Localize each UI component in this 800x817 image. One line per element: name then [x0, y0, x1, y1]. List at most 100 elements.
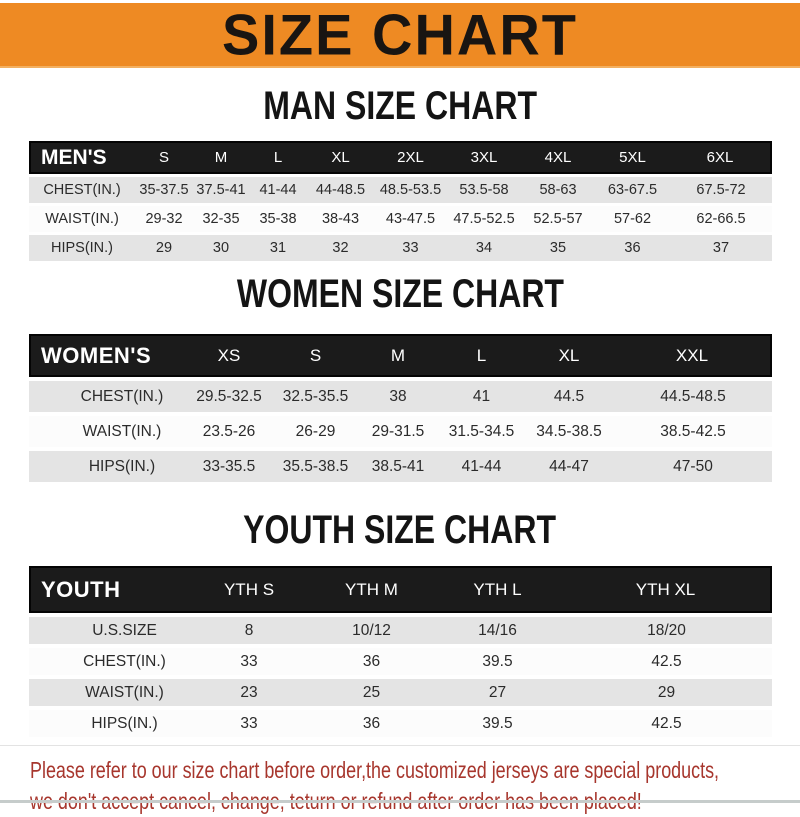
size-cell: 44.5 — [524, 381, 614, 412]
size-cell: 18/20 — [561, 617, 772, 644]
size-column-header: 5XL — [595, 141, 670, 174]
size-cell: 8 — [189, 617, 309, 644]
youth-size-table: YOUTH YTH S YTH M YTH L YTH XL U.S.SIZE 8 10/12… — [29, 562, 772, 741]
size-cell: 10/12 — [309, 617, 434, 644]
size-cell: 32.5-35.5 — [274, 381, 357, 412]
size-column-header: 4XL — [521, 141, 595, 174]
women-section-heading: WOMEN SIZE CHART — [236, 272, 564, 316]
size-cell: 35-37.5 — [135, 177, 193, 203]
size-column-header: S — [274, 334, 357, 377]
row-label: U.S.SIZE — [29, 617, 189, 644]
table-header-row: YOUTH YTH S YTH M YTH L YTH XL — [29, 566, 772, 613]
row-label: HIPS(IN.) — [29, 235, 135, 261]
size-cell: 29-31.5 — [357, 416, 439, 447]
size-cell: 35-38 — [249, 206, 307, 232]
size-column-header: YTH L — [434, 566, 561, 613]
disclaimer: Please refer to our size chart before or… — [0, 745, 800, 817]
size-cell: 35.5-38.5 — [274, 451, 357, 482]
table-row: CHEST(IN.) 33 36 39.5 42.5 — [29, 648, 772, 675]
table-row: WAIST(IN.) 23.5-26 26-29 29-31.5 31.5-34.5 34… — [29, 416, 772, 447]
section-men: MAN SIZE CHART MEN'S S M L XL 2XL 3XL 4XL 5XL 6XL… — [0, 86, 800, 264]
size-cell: 33 — [374, 235, 447, 261]
youth-section-heading: YOUTH SIZE CHART — [243, 508, 557, 552]
size-cell: 42.5 — [561, 710, 772, 737]
size-column-header: M — [357, 334, 439, 377]
size-cell: 33 — [189, 648, 309, 675]
size-column-header: 6XL — [670, 141, 772, 174]
size-cell: 67.5-72 — [670, 177, 772, 203]
size-cell: 34.5-38.5 — [524, 416, 614, 447]
size-column-header: L — [249, 141, 307, 174]
size-cell: 41-44 — [439, 451, 524, 482]
size-column-header: 2XL — [374, 141, 447, 174]
size-cell: 36 — [309, 710, 434, 737]
size-cell: 29-32 — [135, 206, 193, 232]
size-cell: 38 — [357, 381, 439, 412]
size-column-header: XL — [524, 334, 614, 377]
size-column-header: M — [193, 141, 249, 174]
size-cell: 37.5-41 — [193, 177, 249, 203]
size-cell: 29 — [561, 679, 772, 706]
size-cell: 39.5 — [434, 648, 561, 675]
size-cell: 26-29 — [274, 416, 357, 447]
size-cell: 41-44 — [249, 177, 307, 203]
size-cell: 32 — [307, 235, 374, 261]
banner: SIZE CHART — [0, 3, 800, 68]
size-cell: 38-43 — [307, 206, 374, 232]
size-column-header: XS — [184, 334, 274, 377]
row-label: HIPS(IN.) — [29, 710, 189, 737]
banner-title: SIZE CHART — [222, 1, 578, 67]
size-cell: 44.5-48.5 — [614, 381, 772, 412]
bottom-edge-strip — [0, 800, 800, 803]
size-charts: MAN SIZE CHART MEN'S S M L XL 2XL 3XL 4XL 5XL 6XL… — [0, 86, 800, 741]
size-cell: 62-66.5 — [670, 206, 772, 232]
size-cell: 41 — [439, 381, 524, 412]
section-women: WOMEN SIZE CHART WOMEN'S XS S M L XL XXL CHEST(… — [0, 274, 800, 486]
size-cell: 47-50 — [614, 451, 772, 482]
size-cell: 39.5 — [434, 710, 561, 737]
table-header-row: WOMEN'S XS S M L XL XXL — [29, 334, 772, 377]
size-cell: 47.5-52.5 — [447, 206, 521, 232]
size-column-header: 3XL — [447, 141, 521, 174]
size-cell: 29 — [135, 235, 193, 261]
table-row: WAIST(IN.) 23 25 27 29 — [29, 679, 772, 706]
size-column-header: XL — [307, 141, 374, 174]
size-cell: 52.5-57 — [521, 206, 595, 232]
size-cell: 38.5-41 — [357, 451, 439, 482]
size-column-header: YTH XL — [561, 566, 772, 613]
size-cell: 44-47 — [524, 451, 614, 482]
size-cell: 25 — [309, 679, 434, 706]
women-size-table: WOMEN'S XS S M L XL XXL CHEST(IN.) 29.5-32.5 32.5… — [29, 330, 772, 486]
size-column-header: S — [135, 141, 193, 174]
size-cell: 31.5-34.5 — [439, 416, 524, 447]
size-cell: 37 — [670, 235, 772, 261]
size-column-header: XXL — [614, 334, 772, 377]
row-label: CHEST(IN.) — [29, 381, 184, 412]
size-cell: 36 — [595, 235, 670, 261]
table-row: HIPS(IN.) 29 30 31 32 33 34 35 36 37 — [29, 235, 772, 261]
table-header-row: MEN'S S M L XL 2XL 3XL 4XL 5XL 6XL — [29, 141, 772, 174]
row-label: HIPS(IN.) — [29, 451, 184, 482]
size-cell: 29.5-32.5 — [184, 381, 274, 412]
size-column-header: L — [439, 334, 524, 377]
table-row: HIPS(IN.) 33 36 39.5 42.5 — [29, 710, 772, 737]
section-youth: YOUTH SIZE CHART YOUTH YTH S YTH M YTH L YTH… — [0, 510, 800, 741]
table-row: CHEST(IN.) 35-37.5 37.5-41 41-44 44-48.5 48.5… — [29, 177, 772, 203]
table-row: WAIST(IN.) 29-32 32-35 35-38 38-43 43-47.5 47.… — [29, 206, 772, 232]
size-cell: 32-35 — [193, 206, 249, 232]
size-cell: 34 — [447, 235, 521, 261]
table-row: HIPS(IN.) 33-35.5 35.5-38.5 38.5-41 41-44 44-… — [29, 451, 772, 482]
size-cell: 58-63 — [521, 177, 595, 203]
size-cell: 42.5 — [561, 648, 772, 675]
size-cell: 48.5-53.5 — [374, 177, 447, 203]
table-row: U.S.SIZE 8 10/12 14/16 18/20 — [29, 617, 772, 644]
size-column-header: YTH S — [189, 566, 309, 613]
size-cell: 35 — [521, 235, 595, 261]
size-cell: 27 — [434, 679, 561, 706]
men-section-heading: MAN SIZE CHART — [263, 84, 537, 128]
men-size-table: MEN'S S M L XL 2XL 3XL 4XL 5XL 6XL CHEST(IN.) 35-37… — [29, 138, 772, 264]
disclaimer-line-1: Please refer to our size chart before or… — [30, 757, 720, 783]
size-cell: 63-67.5 — [595, 177, 670, 203]
table-corner-label: MEN'S — [29, 141, 135, 174]
size-cell: 30 — [193, 235, 249, 261]
